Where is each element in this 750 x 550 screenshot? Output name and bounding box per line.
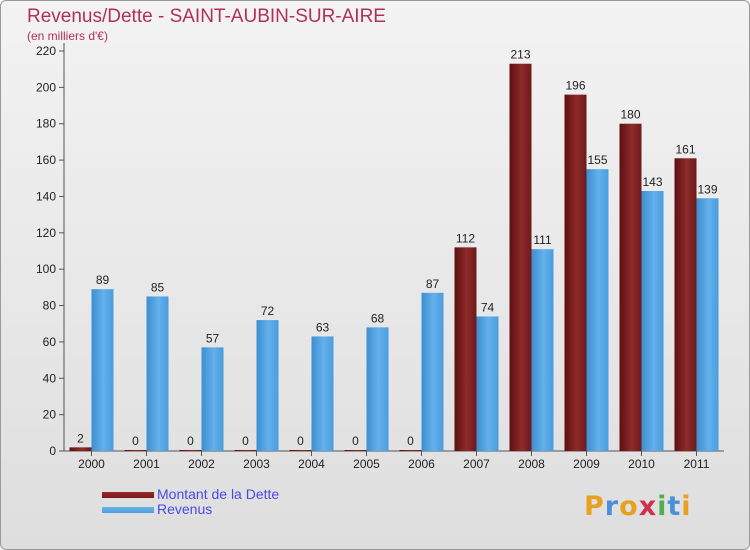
bar-revenus xyxy=(696,198,719,451)
x-tick-label: 2011 xyxy=(684,457,710,471)
data-label-dette: 0 xyxy=(187,434,194,448)
bar-dette xyxy=(124,450,147,451)
y-tick-label: 140 xyxy=(36,189,56,203)
bar-revenus xyxy=(476,316,499,451)
legend-label-dette: Montant de la Dette xyxy=(157,486,280,502)
data-label-revenus: 143 xyxy=(642,175,662,189)
data-label-dette: 180 xyxy=(620,108,640,122)
data-label-revenus: 87 xyxy=(426,277,440,291)
logo-letter: o xyxy=(619,491,639,522)
data-label-revenus: 72 xyxy=(261,304,275,318)
logo-letter: i xyxy=(681,491,692,522)
x-tick-label: 2001 xyxy=(133,457,160,471)
bar-revenus xyxy=(201,347,224,451)
y-tick-label: 20 xyxy=(43,408,57,422)
bar-dette xyxy=(289,450,312,451)
bar-dette xyxy=(344,450,367,451)
y-tick-label: 100 xyxy=(36,262,56,276)
x-tick-label: 2004 xyxy=(298,457,325,471)
bar-revenus xyxy=(256,320,279,451)
bar-revenus xyxy=(531,249,554,451)
data-label-revenus: 74 xyxy=(481,300,495,314)
logo-letter: r xyxy=(604,491,620,522)
data-label-dette: 112 xyxy=(456,231,475,245)
y-tick-label: 220 xyxy=(36,44,56,58)
logo-letter: i xyxy=(657,491,668,522)
x-tick-label: 2008 xyxy=(518,457,545,471)
bar-dette xyxy=(509,63,532,452)
data-label-revenus: 68 xyxy=(371,311,385,325)
logo-letter: t xyxy=(667,491,682,522)
legend-swatch-dette xyxy=(102,492,154,498)
logo-letter: x xyxy=(638,491,658,522)
bar-revenus xyxy=(421,292,444,451)
bar-revenus xyxy=(91,289,114,451)
bar-revenus xyxy=(146,296,169,451)
y-tick-label: 180 xyxy=(36,117,56,131)
x-tick-label: 2009 xyxy=(573,457,600,471)
y-tick-label: 40 xyxy=(43,371,57,385)
bar-revenus xyxy=(641,191,664,451)
bar-dette xyxy=(674,158,697,452)
x-tick-label: 2002 xyxy=(188,457,215,471)
bar-dette xyxy=(399,450,422,451)
bar-revenus xyxy=(311,336,334,451)
bar-dette xyxy=(454,247,477,451)
data-label-dette: 196 xyxy=(565,79,585,93)
data-label-dette: 0 xyxy=(352,434,359,448)
x-tick-label: 2007 xyxy=(463,457,490,471)
legend-swatch-revenus xyxy=(102,507,154,513)
y-tick-label: 60 xyxy=(43,335,57,349)
data-label-revenus: 155 xyxy=(587,153,607,167)
bar-dette xyxy=(619,123,642,452)
x-tick-label: 2006 xyxy=(408,457,435,471)
y-tick-label: 160 xyxy=(36,153,56,167)
x-tick-label: 2000 xyxy=(78,457,105,471)
x-tick-label: 2010 xyxy=(628,457,655,471)
data-label-revenus: 89 xyxy=(96,273,110,287)
data-label-revenus: 63 xyxy=(316,320,330,334)
proxiti-logo: Proxiti xyxy=(584,491,692,522)
data-label-revenus: 85 xyxy=(151,280,165,294)
bar-revenus xyxy=(366,327,389,451)
y-tick-label: 120 xyxy=(36,226,56,240)
y-tick-label: 0 xyxy=(49,444,56,458)
bar-dette xyxy=(179,450,202,451)
bar-revenus xyxy=(586,169,609,451)
data-label-dette: 0 xyxy=(132,434,139,448)
chart-subtitle: (en milliers d'€) xyxy=(27,29,108,43)
data-label-dette: 0 xyxy=(407,434,414,448)
bar-dette xyxy=(564,94,587,452)
data-label-dette: 161 xyxy=(675,142,695,156)
y-tick-label: 200 xyxy=(36,80,56,94)
data-label-dette: 2 xyxy=(77,431,84,445)
data-label-revenus: 57 xyxy=(206,331,220,345)
chart-title: Revenus/Dette - SAINT-AUBIN-SUR-AIRE xyxy=(27,6,386,27)
bar-dette xyxy=(234,450,257,451)
x-tick-label: 2005 xyxy=(353,457,380,471)
x-tick-label: 2003 xyxy=(243,457,270,471)
data-label-dette: 213 xyxy=(510,48,530,62)
legend-label-revenus: Revenus xyxy=(157,501,213,517)
data-label-revenus: 139 xyxy=(697,182,717,196)
logo-letter: P xyxy=(584,491,605,522)
data-label-dette: 0 xyxy=(242,434,249,448)
data-label-revenus: 111 xyxy=(533,233,552,247)
bar-dette xyxy=(69,447,92,451)
y-tick-label: 80 xyxy=(43,299,57,313)
data-label-dette: 0 xyxy=(297,434,304,448)
